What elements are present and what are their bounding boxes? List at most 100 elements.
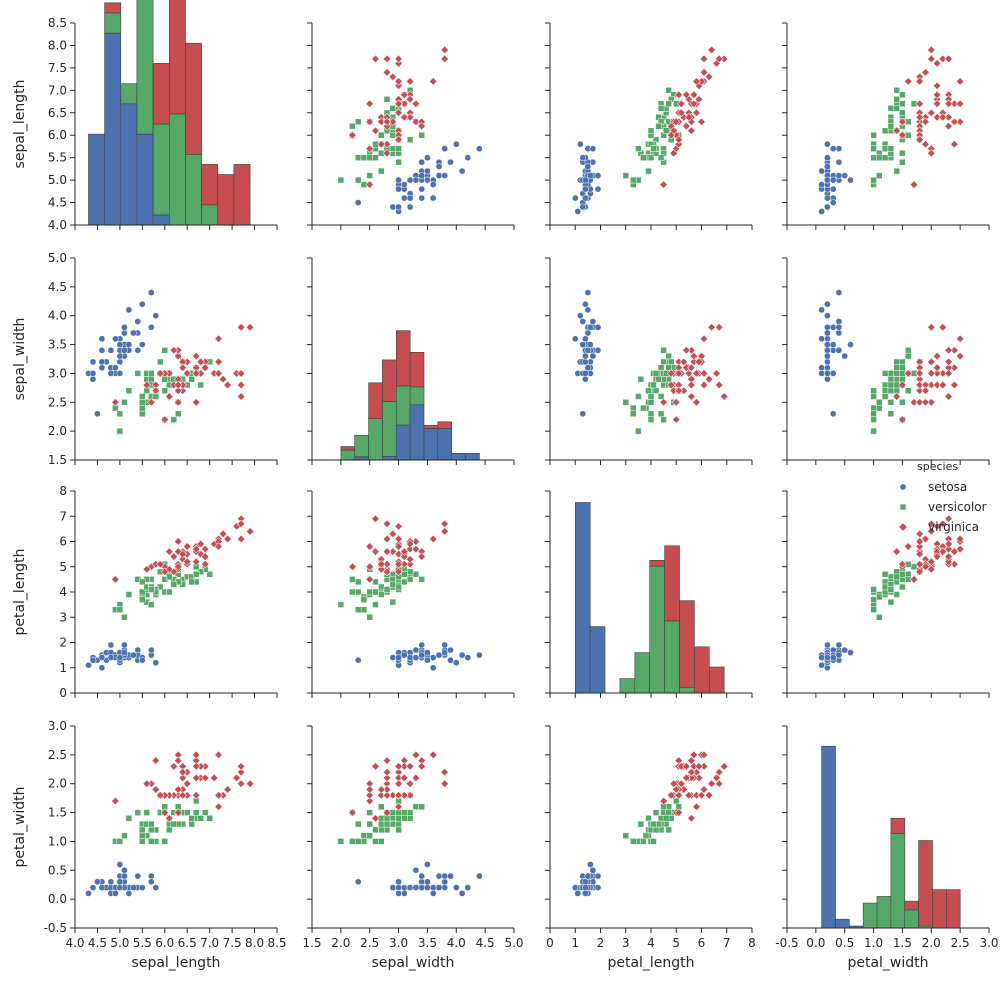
point-virginica-petal_width-sepal_length-2 xyxy=(932,81,942,90)
point-virginica-sepal_length-sepal_width-42 xyxy=(151,386,160,395)
point-setosa-sepal_width-petal_length-5 xyxy=(447,646,454,654)
point-versicolor-sepal_width-sepal_length-31 xyxy=(360,154,368,161)
point-versicolor-petal_width-sepal_width-38 xyxy=(887,370,895,377)
point-versicolor-sepal_length-petal_width-8 xyxy=(188,820,195,828)
point-versicolor-petal_length-sepal_width-15 xyxy=(657,364,665,371)
point-virginica-petal_length-sepal_length-48 xyxy=(682,121,691,131)
x-tick-label: 0 xyxy=(546,936,554,950)
x-tick-label: 4.0 xyxy=(447,936,466,950)
point-virginica-sepal_length-petal_width-4 xyxy=(183,768,192,777)
point-virginica-sepal_length-petal_length-6 xyxy=(111,575,120,584)
point-setosa-sepal_width-petal_width-33 xyxy=(464,884,472,891)
point-virginica-sepal_length-sepal_width-41 xyxy=(201,363,210,372)
point-versicolor-petal_length-sepal_width-49 xyxy=(650,381,657,389)
hist-bar-sepal_width-setosa-5 xyxy=(409,404,425,461)
y-tick-label: 2.5 xyxy=(48,395,67,409)
point-virginica-sepal_width-petal_width-18 xyxy=(371,762,380,771)
point-virginica-petal_length-petal_width-21 xyxy=(669,779,678,788)
point-virginica-sepal_length-sepal_width-8 xyxy=(192,398,201,407)
point-versicolor-sepal_width-petal_width-37 xyxy=(354,820,362,828)
point-virginica-sepal_width-petal_length-36 xyxy=(417,547,426,556)
point-virginica-petal_length-sepal_width-5 xyxy=(712,369,721,378)
point-virginica-sepal_length-petal_width-21 xyxy=(142,779,151,788)
x-tick-label: 7 xyxy=(723,936,731,950)
point-virginica-petal_width-sepal_length-14 xyxy=(950,140,959,149)
point-versicolor-sepal_width-petal_width-48 xyxy=(366,832,373,839)
point-virginica-petal_length-petal_width-31 xyxy=(707,779,716,788)
hist-bar-petal_length-virginica-6 xyxy=(679,600,695,688)
y-tick-label: 8 xyxy=(59,484,67,498)
y-tick-label: 5 xyxy=(59,560,67,574)
point-virginica-sepal_width-sepal_length-26 xyxy=(382,122,392,131)
point-setosa-sepal_length-petal_width-43 xyxy=(116,861,124,868)
point-setosa-petal_length-sepal_length-18 xyxy=(589,145,597,153)
point-virginica-sepal_length-petal_length-0 xyxy=(174,537,183,546)
point-virginica-sepal_width-sepal_length-19 xyxy=(348,131,357,140)
point-setosa-sepal_width-sepal_length-49 xyxy=(412,176,420,184)
point-versicolor-petal_length-petal_width-9 xyxy=(645,815,652,822)
point-virginica-sepal_length-sepal_width-40 xyxy=(192,363,201,372)
point-versicolor-petal_length-sepal_width-29 xyxy=(635,393,642,400)
point-virginica-sepal_length-sepal_width-11 xyxy=(178,386,187,395)
point-virginica-petal_length-sepal_width-19 xyxy=(672,415,681,424)
point-virginica-sepal_length-petal_width-2 xyxy=(210,773,219,783)
point-setosa-sepal_length-petal_length-45 xyxy=(107,654,115,661)
point-virginica-petal_width-sepal_length-49 xyxy=(915,135,924,144)
point-setosa-sepal_width-sepal_length-16 xyxy=(447,158,454,166)
point-virginica-sepal_width-petal_length-49 xyxy=(394,560,403,569)
x-tick-label: 1.5 xyxy=(302,936,321,950)
point-virginica-petal_length-sepal_width-34 xyxy=(687,392,696,401)
point-virginica-petal_length-sepal_length-49 xyxy=(674,135,683,144)
point-virginica-petal_length-sepal_width-15 xyxy=(679,357,688,367)
point-versicolor-sepal_width-sepal_length-40 xyxy=(372,154,379,161)
point-versicolor-sepal_length-petal_length-40 xyxy=(139,578,146,586)
point-virginica-petal_length-sepal_width-17 xyxy=(715,323,724,332)
point-setosa-sepal_length-petal_width-32 xyxy=(125,890,133,897)
point-versicolor-sepal_width-petal_length-49 xyxy=(383,586,391,593)
point-virginica-sepal_width-petal_length-15 xyxy=(405,555,415,564)
point-virginica-petal_width-petal_length-11 xyxy=(921,555,930,564)
point-virginica-sepal_length-petal_length-30 xyxy=(223,534,232,544)
point-setosa-sepal_length-sepal_width-46 xyxy=(121,323,128,331)
point-setosa-sepal_width-petal_width-23 xyxy=(412,866,420,874)
point-virginica-sepal_length-sepal_width-30 xyxy=(223,380,232,390)
point-versicolor-petal_width-sepal_width-6 xyxy=(904,352,912,360)
x-axis-label-petal_width: petal_width xyxy=(847,955,928,971)
point-setosa-sepal_width-sepal_length-8 xyxy=(389,203,397,211)
point-setosa-petal_length-sepal_width-40 xyxy=(579,341,587,348)
point-virginica-sepal_width-petal_length-32 xyxy=(382,547,392,556)
point-virginica-sepal_length-sepal_width-9 xyxy=(214,334,223,343)
point-versicolor-petal_length-sepal_width-1 xyxy=(660,358,667,366)
point-setosa-sepal_length-sepal_width-32 xyxy=(125,306,133,314)
point-virginica-sepal_width-petal_length-30 xyxy=(382,534,392,544)
point-virginica-petal_width-sepal_width-30 xyxy=(921,380,930,390)
point-setosa-sepal_width-petal_width-49 xyxy=(412,884,420,891)
point-virginica-petal_width-sepal_width-6 xyxy=(909,398,919,407)
point-versicolor-petal_width-sepal_width-39 xyxy=(887,399,895,406)
point-virginica-sepal_length-petal_width-15 xyxy=(178,762,187,771)
point-versicolor-sepal_width-sepal_length-48 xyxy=(366,172,373,179)
point-virginica-sepal_length-petal_length-44 xyxy=(192,544,201,554)
point-virginica-sepal_length-petal_width-16 xyxy=(183,791,192,800)
point-setosa-sepal_width-sepal_length-21 xyxy=(435,172,443,179)
point-virginica-sepal_length-sepal_width-19 xyxy=(160,415,169,424)
point-versicolor-petal_length-sepal_width-18 xyxy=(660,416,667,423)
point-virginica-sepal_length-petal_width-12 xyxy=(196,773,205,783)
point-virginica-sepal_length-sepal_width-18 xyxy=(236,392,246,401)
point-setosa-petal_width-sepal_length-14 xyxy=(824,140,831,148)
point-setosa-sepal_length-petal_length-24 xyxy=(107,641,115,649)
point-virginica-sepal_length-sepal_width-12 xyxy=(196,369,205,378)
point-virginica-sepal_length-petal_width-6 xyxy=(111,796,120,806)
point-versicolor-petal_length-sepal_length-40 xyxy=(657,154,665,161)
point-virginica-sepal_width-sepal_length-6 xyxy=(365,180,374,189)
point-setosa-petal_width-sepal_width-8 xyxy=(824,375,831,383)
y-tick-label: 8.5 xyxy=(48,16,67,30)
point-virginica-petal_length-sepal_width-22 xyxy=(715,380,724,390)
point-virginica-petal_width-petal_length-48 xyxy=(944,552,953,561)
point-virginica-sepal_length-sepal_width-34 xyxy=(165,392,174,401)
hist-bar-sepal_width-virginica-3 xyxy=(382,359,397,402)
point-virginica-sepal_width-sepal_length-18 xyxy=(371,54,380,64)
point-virginica-sepal_width-sepal_length-11 xyxy=(377,113,386,122)
point-virginica-sepal_length-sepal_width-37 xyxy=(178,363,187,372)
point-virginica-petal_width-petal_length-22 xyxy=(927,519,936,528)
